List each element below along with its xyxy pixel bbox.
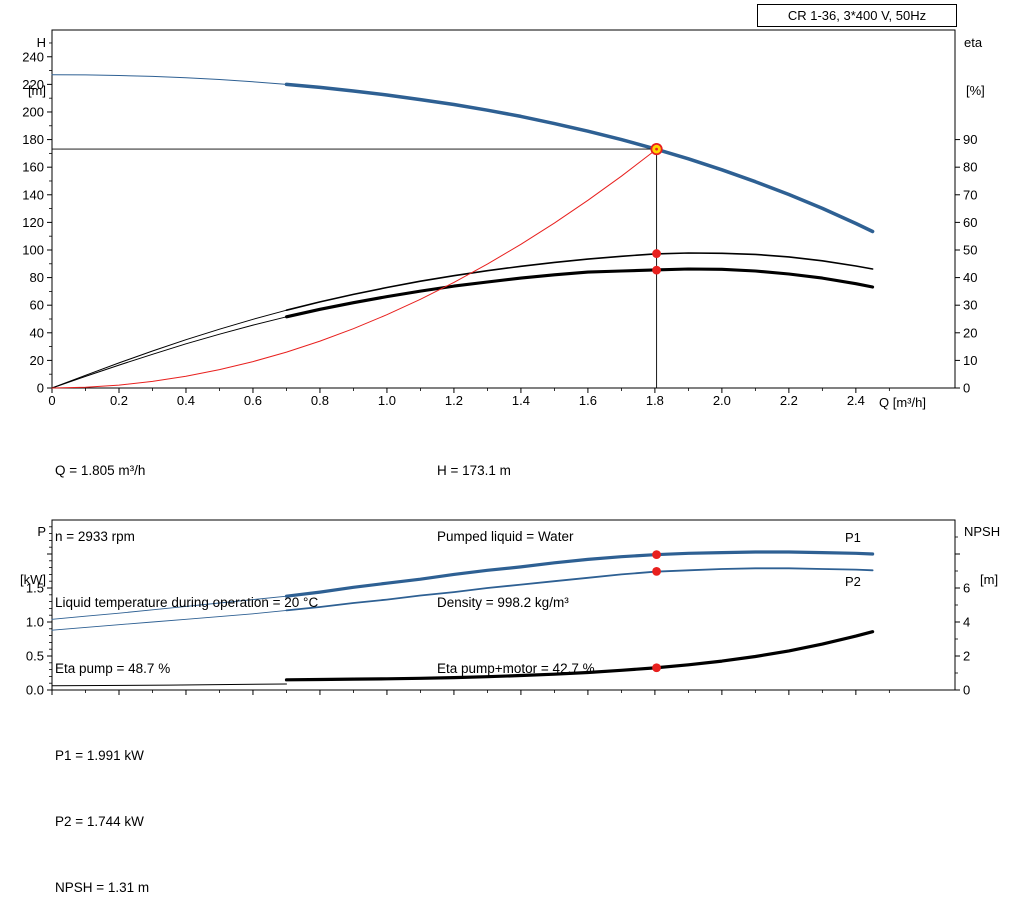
npsh-axis-unit: [m] [980, 572, 999, 587]
left-tick-label: 240 [22, 49, 44, 64]
npsh-axis-symbol: NPSH [964, 524, 1001, 539]
operating-info-left: Q = 1.805 m³/h n = 2933 rpm Liquid tempe… [55, 416, 318, 702]
x-tick-label: 1.4 [512, 393, 530, 408]
eta-axis-title: eta [%] [964, 3, 985, 115]
info-line-npsh: NPSH = 1.31 m [55, 880, 150, 895]
left-tick-label: 0.5 [26, 649, 44, 664]
head-axis-title: H [m] [10, 3, 46, 115]
left-tick-label: 80 [30, 270, 44, 285]
right-tick-label: 80 [963, 160, 977, 175]
power-axis-symbol: P [37, 524, 46, 539]
power-axis-unit: [kW] [20, 572, 46, 587]
info-line-p1: P1 = 1.991 kW [55, 748, 144, 763]
right-tick-label: 30 [963, 298, 977, 313]
pump-performance-panel: { "window": {"background": "#ffffff"}, "… [4, 3, 1001, 895]
operating-point-dot [652, 567, 661, 576]
right-tick-label: 4 [963, 615, 970, 630]
operating-point-dot [652, 265, 661, 275]
eta-pump-motor-curve-thin [51, 316, 287, 389]
x-tick-label: 1.8 [646, 393, 664, 408]
eta-pump-curve-thin [51, 309, 287, 389]
qh-eta-chart: 0 0.2 0.4 0.6 0.8 1.0 1.2 1.4 1.6 1.8 2.0 2.2 2.4 0 20… [22, 29, 977, 408]
left-tick-label: 60 [30, 298, 44, 313]
right-tick-label: 50 [963, 242, 977, 257]
left-tick-label: 40 [30, 325, 44, 340]
x-tick-label: 2.0 [713, 393, 731, 408]
right-tick-label: 0 [963, 381, 970, 396]
left-tick-label: 1.5 [26, 581, 44, 596]
left-tick-label: 1.0 [26, 615, 44, 630]
operating-point-dot [652, 663, 661, 673]
x-tick-label: 0.4 [177, 393, 195, 408]
right-tick-label: 2 [963, 649, 970, 664]
info-line-eta-pump-motor: Eta pump+motor = 42.7 % [437, 661, 595, 676]
head-axis-symbol: H [36, 35, 46, 50]
npsh-curve-thin [51, 683, 287, 687]
x-tick-label: 1.0 [378, 393, 396, 408]
p1-curve [284, 550, 875, 598]
x-tick-label: 1.2 [445, 393, 463, 408]
p1-curve-label: P1 [845, 530, 861, 545]
system-curve [51, 148, 658, 389]
head-curve [284, 82, 875, 234]
left-tick-label: 200 [22, 104, 44, 119]
right-tick-label: 60 [963, 215, 977, 230]
npsh-curve [284, 630, 875, 682]
pump-curves-canvas: 0 0.2 0.4 0.6 0.8 1.0 1.2 1.4 1.6 1.8 2.0 2.2 2.4020… [22, 29, 977, 698]
eta-pump-curve [285, 252, 874, 312]
x-tick-label: 1.6 [579, 393, 597, 408]
pump-title-box: CR 1-36, 3*400 V, 50Hz [757, 4, 957, 27]
right-tick-label: 10 [963, 353, 977, 368]
p1-curve-thin [51, 595, 287, 620]
x-tick-label: 2.4 [847, 393, 865, 408]
right-tick-label: 40 [963, 270, 977, 285]
p2-curve-label: P2 [845, 574, 861, 589]
right-tick-label: 6 [963, 581, 970, 596]
right-tick-label: 0 [963, 683, 970, 698]
info-line-speed: n = 2933 rpm [55, 529, 135, 544]
power-npsh-chart: 0.0 0.5 1.0 1.5 0 2 4 6 P1 P2 [26, 519, 970, 698]
info-line-liquid: Pumped liquid = Water [437, 529, 574, 544]
flow-axis-title: Q [m³/h] [879, 395, 926, 410]
info-line-density: Density = 998.2 kg/m³ [437, 595, 569, 610]
info-line-p2: P2 = 1.744 kW [55, 814, 144, 829]
info-line-eta-pump: Eta pump = 48.7 % [55, 661, 171, 676]
eta-axis-symbol: eta [964, 35, 983, 50]
left-tick-label: 100 [22, 242, 44, 257]
head-axis-unit: [m] [27, 83, 46, 98]
npsh-axis-title: NPSH [m] [964, 492, 1000, 604]
x-tick-label: 2.2 [780, 393, 798, 408]
operating-point-dot [652, 550, 661, 560]
left-tick-label: 0 [37, 381, 44, 396]
power-axis-title: P [kW] [4, 492, 46, 604]
left-tick-label: 160 [22, 160, 44, 175]
info-line-head: H = 173.1 m [437, 463, 511, 478]
right-tick-label: 70 [963, 187, 977, 202]
x-tick-label: 0.8 [311, 393, 329, 408]
left-tick-label: 140 [22, 187, 44, 202]
x-tick-label: 0.2 [110, 393, 128, 408]
eta-pump-motor-curve [284, 267, 875, 319]
x-tick-label: 0 [48, 393, 55, 408]
left-tick-label: 0.0 [26, 683, 44, 698]
left-tick-label: 120 [22, 215, 44, 230]
operating-point-dot [652, 249, 661, 258]
duty-point-center [655, 147, 658, 151]
right-tick-label: 20 [963, 325, 977, 340]
operating-info-right: H = 173.1 m Pumped liquid = Water Densit… [437, 416, 595, 702]
head-curve-thin [51, 74, 287, 85]
power-info: P1 = 1.991 kW P2 = 1.744 kW NPSH = 1.31 … [55, 701, 149, 921]
right-tick-label: 90 [963, 132, 977, 147]
x-tick-label: 0.6 [244, 393, 262, 408]
eta-axis-unit: [%] [966, 83, 985, 98]
p2-curve [285, 567, 874, 612]
info-line-flow: Q = 1.805 m³/h [55, 463, 146, 478]
info-line-temperature: Liquid temperature during operation = 20… [55, 595, 319, 610]
left-tick-label: 20 [30, 353, 44, 368]
left-tick-label: 220 [22, 77, 44, 92]
p2-curve-thin [51, 609, 287, 631]
qh-eta-chart-frame [51, 29, 956, 389]
left-tick-label: 180 [22, 132, 44, 147]
